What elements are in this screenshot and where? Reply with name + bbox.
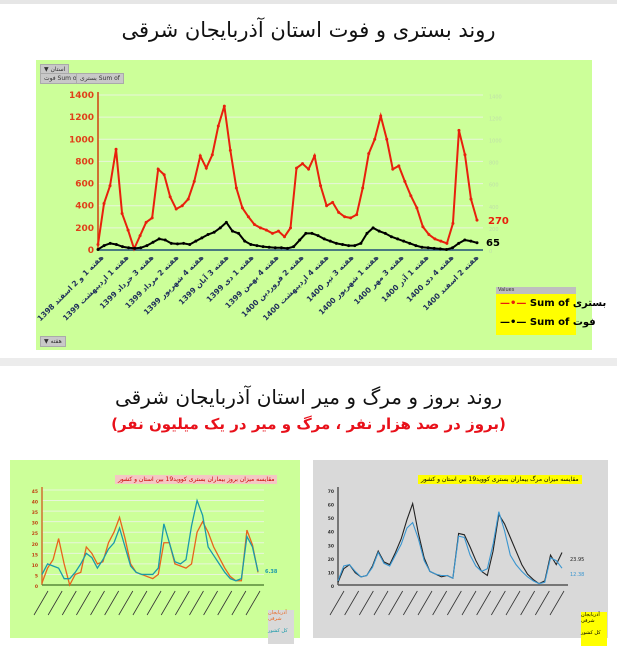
chart3-plot: 0 10 20 30 40 50 60 70 23.95 12.38	[328, 487, 584, 616]
chart1-legend: Values —•— Sum of بستری —•— Sum of فوت	[496, 287, 606, 335]
legend-header: Values	[496, 287, 576, 294]
svg-text:800: 800	[489, 161, 499, 167]
chart2-legend-country: کل کشور	[268, 628, 288, 634]
svg-text:20: 20	[32, 542, 38, 548]
svg-text:6.38: 6.38	[265, 569, 278, 575]
svg-text:65: 65	[486, 238, 500, 249]
svg-text:1200: 1200	[489, 116, 502, 122]
top-border	[0, 0, 617, 4]
second-title: روند بروز و مرگ و میر استان آذربایجان شر…	[114, 385, 503, 409]
svg-text:400: 400	[75, 202, 94, 212]
svg-text:20: 20	[328, 557, 334, 563]
svg-text:35: 35	[32, 510, 38, 516]
svg-text:0: 0	[88, 246, 94, 256]
svg-text:0: 0	[489, 249, 492, 255]
black-line-marker-icon: —•—	[500, 317, 527, 328]
svg-text:15: 15	[32, 552, 38, 558]
svg-text:70: 70	[328, 489, 334, 495]
svg-text:45: 45	[32, 489, 38, 495]
svg-text:60: 60	[328, 503, 334, 509]
svg-text:25: 25	[32, 531, 38, 537]
svg-text:23.95: 23.95	[570, 557, 584, 563]
section-divider	[0, 358, 617, 366]
svg-text:200: 200	[75, 224, 94, 234]
svg-text:40: 40	[32, 500, 38, 506]
chart-hospitalization-death: استان ▼ Sum of فوت Sum of بستری 0 200 400 6…	[36, 60, 606, 350]
red-line-marker-icon: —•—	[500, 298, 527, 309]
chart3-legend-province: آذربایجان شرقی	[581, 612, 600, 624]
svg-text:10: 10	[328, 570, 334, 576]
svg-text:12.38: 12.38	[570, 572, 584, 578]
chart3-legend-country: کل کشور	[581, 630, 601, 636]
legend-item-hospital: —•— Sum of بستری	[496, 294, 606, 313]
main-title: روند بستری و فوت استان آذربایجان شرقی	[121, 18, 496, 42]
svg-text:200: 200	[489, 227, 499, 233]
svg-text:50: 50	[328, 516, 334, 522]
legend-label-hospital: Sum of بستری	[529, 298, 607, 309]
svg-text:10: 10	[32, 563, 38, 569]
svg-text:400: 400	[489, 205, 499, 211]
legend-label-death: Sum of فوت	[529, 317, 596, 328]
svg-text:800: 800	[75, 157, 94, 167]
week-filter-button[interactable]: هفته ▼	[40, 336, 66, 347]
chart-mortality-comparison: 0 10 20 30 40 50 60 70 23.95 12.38 مقایسه میزان م…	[313, 460, 608, 646]
svg-text:40: 40	[328, 530, 334, 536]
chart2-legend: آذربایجان شرقی کل کشور	[268, 610, 294, 644]
chart3-title: مقایسه میزان مرگ بیماران بستری کووید19 ب…	[418, 475, 582, 484]
svg-text:1200: 1200	[69, 113, 94, 123]
chart-incidence-comparison: 0 5 10 15 20 25 30 35 40 45 6.38 مقایسه میزان بروز…	[10, 460, 300, 644]
chart3-legend: آذربایجان شرقی کل کشور	[581, 612, 607, 646]
chart2-title: مقایسه میزان بروز بیماران بستری کووید19 …	[115, 475, 278, 484]
svg-text:270: 270	[488, 216, 509, 227]
svg-text:600: 600	[489, 183, 499, 189]
second-subtitle: (بروز در صد هزار نفر ، مرگ و میر در یک م…	[111, 415, 506, 433]
svg-text:1400: 1400	[489, 94, 502, 100]
svg-text:30: 30	[328, 543, 334, 549]
svg-text:5: 5	[35, 573, 38, 579]
legend-item-death: —•— Sum of فوت	[496, 313, 596, 332]
svg-text:0: 0	[35, 584, 38, 590]
svg-text:1000: 1000	[489, 139, 502, 145]
svg-text:600: 600	[75, 180, 94, 190]
svg-text:1400: 1400	[69, 91, 94, 101]
svg-text:0: 0	[331, 584, 334, 590]
field-pill-hospital[interactable]: Sum of بستری	[76, 73, 124, 84]
chart2-plot: 0 5 10 15 20 25 30 35 40 45 6.38	[32, 487, 278, 616]
svg-text:1000: 1000	[69, 135, 94, 145]
chart2-legend-province: آذربایجان شرقی	[268, 610, 287, 622]
svg-text:30: 30	[32, 521, 38, 527]
